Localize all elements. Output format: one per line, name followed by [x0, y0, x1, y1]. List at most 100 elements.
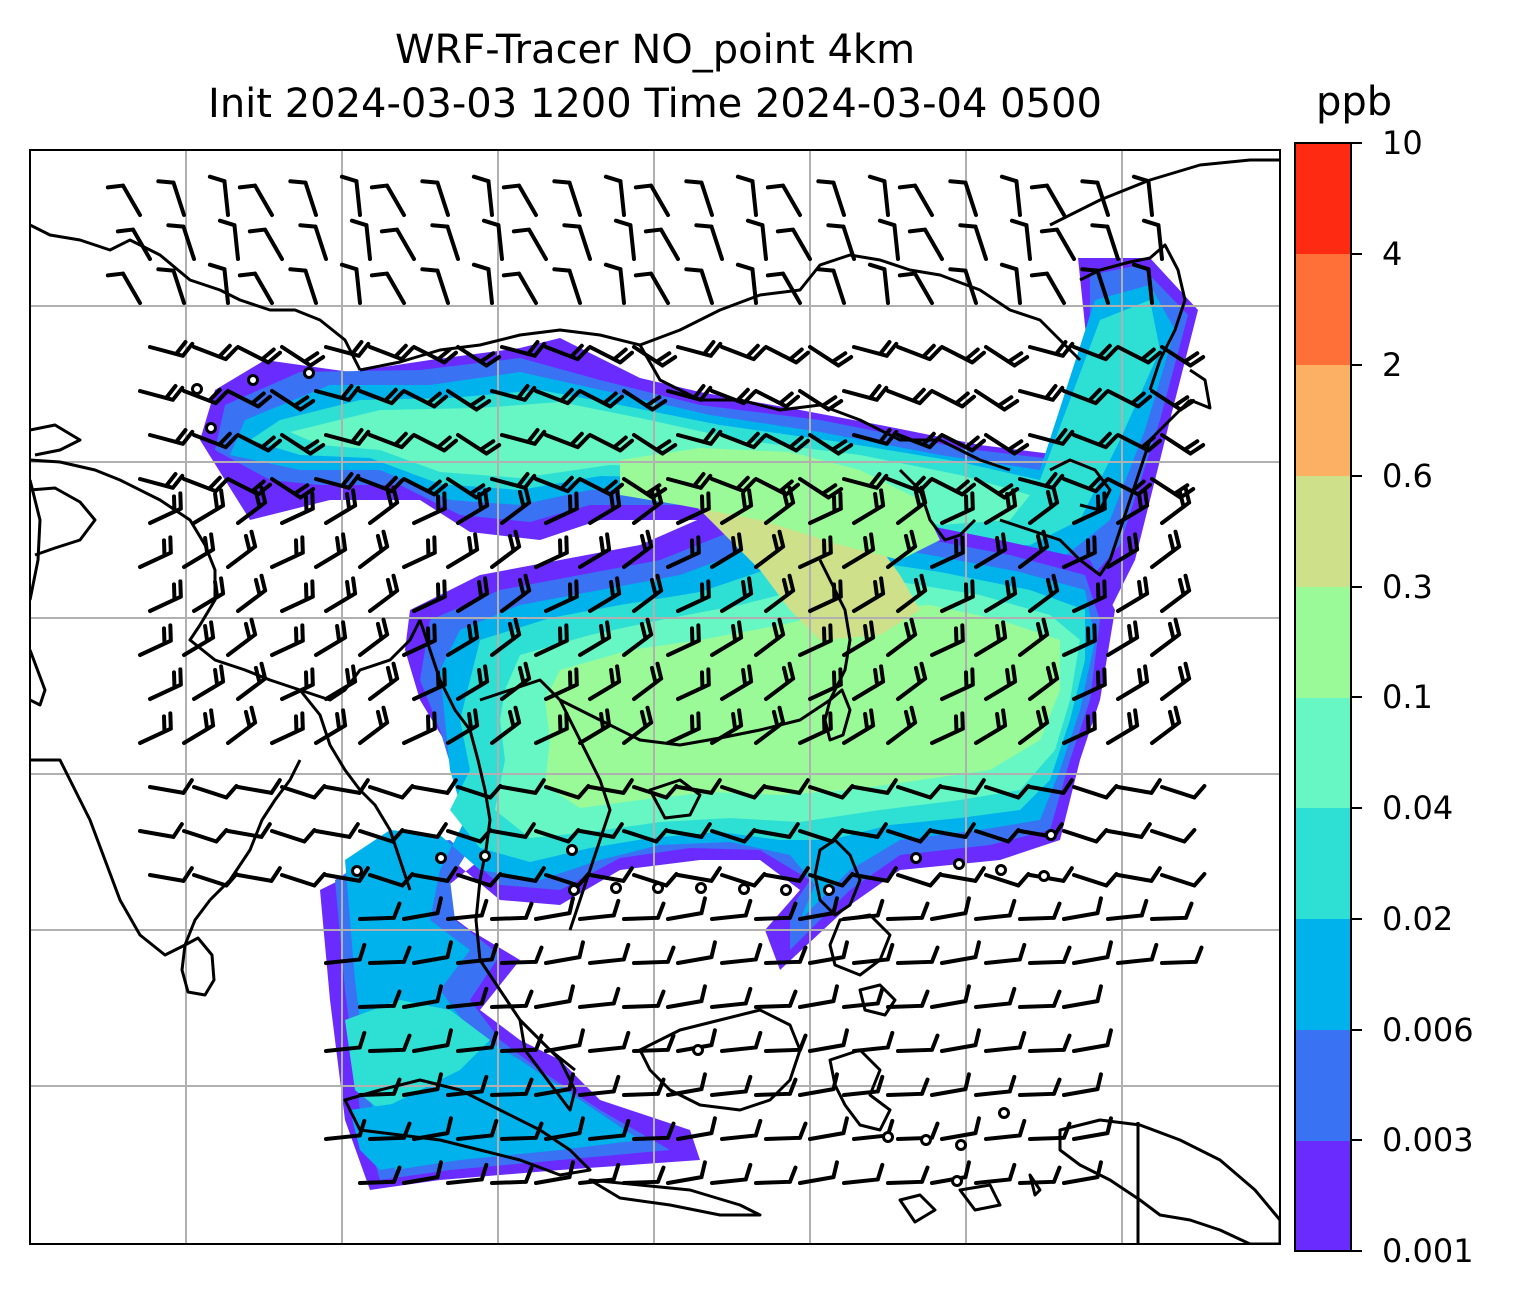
wind-barb: [402, 984, 443, 1009]
wind-barb: [358, 529, 390, 569]
wind-barb: [270, 828, 317, 844]
wind-barb: [886, 529, 918, 569]
wind-barb: [984, 872, 1031, 888]
wind-barb: [852, 576, 886, 613]
wind-barb: [456, 345, 502, 368]
wind-barb: [764, 866, 810, 883]
wind-barb: [412, 579, 447, 613]
wind-barb: [622, 1077, 666, 1097]
wind-barb: [456, 664, 490, 701]
wind-barb: [930, 623, 965, 657]
wind-barb: [710, 1074, 753, 1097]
wind-barb: [226, 705, 258, 745]
wind-barb: [622, 828, 669, 844]
wind-barb: [930, 389, 976, 409]
wind-barb: [324, 1030, 367, 1053]
wind-barb: [940, 1116, 981, 1141]
wind-barb: [764, 778, 810, 795]
wind-barb: [1028, 1121, 1072, 1141]
wind-barb: [633, 271, 670, 305]
wind-barb: [1090, 223, 1120, 261]
wind-barb: [500, 485, 532, 525]
wind-barb: [867, 174, 890, 217]
wind-barb: [632, 1033, 676, 1053]
wind-barb: [720, 343, 767, 362]
wind-barb: [842, 986, 885, 1009]
wind-barb: [710, 1162, 753, 1185]
wind-barb: [148, 579, 183, 613]
wind-barb: [666, 1160, 707, 1185]
calm-wind-circle: [205, 422, 217, 434]
wind-barb: [930, 984, 971, 1009]
calm-wind-circle: [435, 852, 447, 864]
wind-barb: [368, 485, 400, 525]
wind-barb: [940, 866, 986, 883]
wind-barb: [1028, 778, 1074, 795]
wind-barb: [676, 340, 723, 358]
wind-barb: [412, 1028, 453, 1053]
wind-barb: [314, 384, 361, 402]
wind-barb: [1018, 1077, 1062, 1097]
calm-wind-circle: [882, 1131, 894, 1143]
wind-barb: [798, 477, 844, 500]
wind-barb: [430, 223, 460, 261]
wind-barb: [852, 1030, 895, 1053]
wind-barb: [940, 1028, 981, 1053]
wind-barb: [105, 183, 142, 217]
wind-barb: [974, 532, 1008, 569]
wind-barb: [446, 1162, 489, 1185]
wind-barb: [1072, 784, 1119, 800]
wind-barb: [877, 218, 900, 261]
wind-barb: [684, 179, 714, 217]
wind-barb: [368, 1033, 412, 1053]
wind-barb: [314, 472, 361, 490]
wind-barb: [896, 1121, 940, 1141]
colorbar: [1294, 142, 1362, 1252]
wind-barb: [852, 778, 898, 795]
wind-barb: [490, 1077, 534, 1097]
wind-barb: [974, 828, 1021, 844]
wind-barb: [632, 573, 664, 613]
wind-barb: [896, 343, 943, 362]
wind-barb: [270, 477, 316, 500]
wind-barb: [588, 866, 634, 883]
wind-barb: [226, 617, 258, 657]
wind-barb: [666, 984, 707, 1009]
wind-barb: [182, 828, 229, 844]
wind-barb: [1150, 901, 1194, 921]
wind-barb: [148, 340, 195, 358]
wind-barb: [896, 784, 943, 800]
wind-barb: [552, 179, 582, 217]
wind-barb: [1160, 345, 1206, 368]
wind-barb: [236, 661, 268, 701]
wind-barb: [578, 898, 621, 921]
calm-wind-circle: [780, 884, 792, 896]
wind-barb: [412, 1116, 453, 1141]
wind-barb: [764, 945, 808, 965]
wind-barb: [280, 872, 327, 888]
colorbar-level-1: [1295, 1030, 1351, 1141]
wind-barb: [622, 901, 666, 921]
wind-barb: [446, 898, 489, 921]
wind-barb: [544, 431, 591, 450]
wind-barb: [676, 778, 722, 795]
wind-barb: [402, 822, 448, 839]
wind-barb: [148, 491, 183, 525]
wind-barb: [798, 535, 833, 569]
wind-barb: [1116, 778, 1162, 795]
colorbar-level-0: [1295, 1140, 1351, 1251]
wind-barb: [1009, 218, 1032, 261]
wind-barb: [412, 491, 447, 525]
wind-barb: [544, 491, 579, 525]
wind-barb: [471, 174, 494, 217]
wind-barb: [907, 227, 944, 261]
wind-barb: [534, 475, 581, 494]
wind-barb: [237, 183, 274, 217]
colorbar-tick-label: 4: [1382, 235, 1403, 273]
wind-barb: [1072, 431, 1119, 450]
wind-barb: [852, 488, 886, 525]
wind-barb: [1160, 872, 1207, 888]
wind-barb: [534, 535, 569, 569]
wind-barb: [1106, 822, 1152, 839]
wind-barb: [735, 262, 758, 305]
